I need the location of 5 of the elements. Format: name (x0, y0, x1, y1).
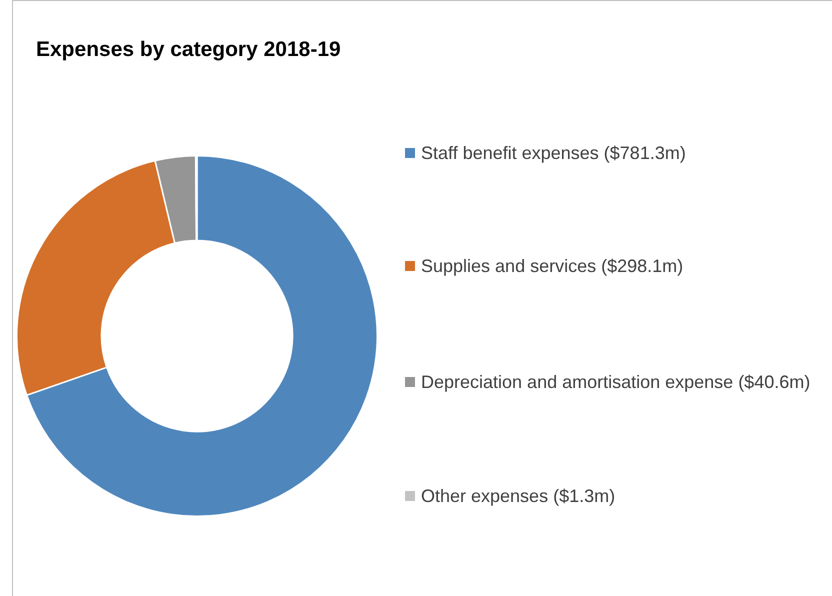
legend-label: Depreciation and amortisation expense ($40.6m) (421, 371, 810, 394)
chart-title: Expenses by category 2018-19 (36, 38, 341, 62)
legend-label: Supplies and services ($298.1m) (421, 255, 684, 278)
legend-label: Other expenses ($1.3m) (421, 485, 616, 508)
legend-label: Staff benefit expenses ($781.3m) (421, 142, 686, 165)
